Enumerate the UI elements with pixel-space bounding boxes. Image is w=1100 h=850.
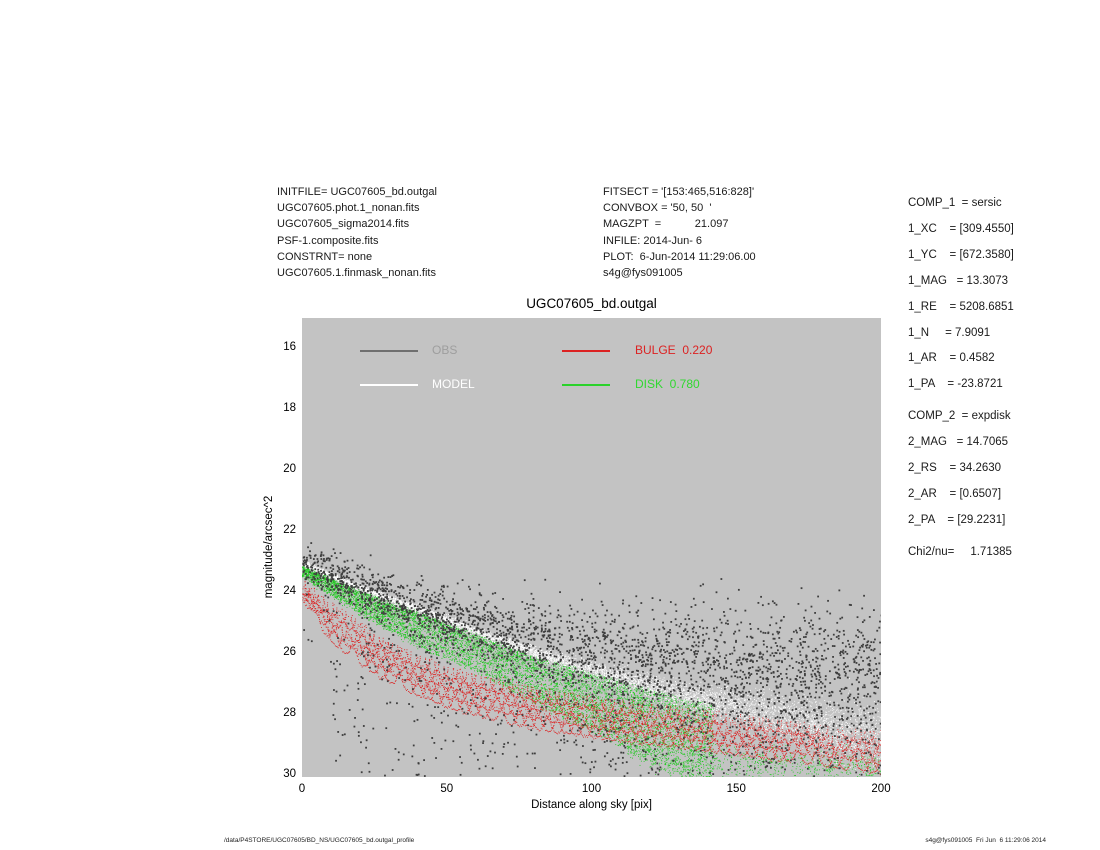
- x-tick-label: 50: [440, 783, 454, 795]
- text-line: FITSECT = '[153:465,516:828]': [603, 186, 755, 198]
- legend-label-obs: OBS: [432, 343, 458, 357]
- parameter-group: COMP_1 = sersic 1_XC = [309.4550] 1_YC = […: [908, 191, 1014, 398]
- parameter-line: COMP_1 = sersic: [908, 197, 1002, 209]
- parameter-line: 2_PA = [29.2231]: [908, 513, 1006, 526]
- y-axis-label: magnitude/arcsec^2: [263, 495, 275, 599]
- text-line: CONSTRNT= none: [277, 250, 373, 263]
- parameter-line: 2_RS = 34.2630: [908, 462, 1002, 475]
- parameter-line: COMP_2 = expdisk: [908, 410, 1011, 423]
- text-line: MAGZPT = 21.097: [603, 218, 729, 231]
- legend-line-disk: [562, 384, 610, 386]
- legend-label-model: MODEL: [432, 377, 475, 391]
- header-input-files: INITFILE= UGC07605_bd.outgal UGC07605.pho…: [277, 184, 437, 281]
- y-tick-label: 30: [283, 768, 296, 781]
- x-tick-label: 0: [298, 783, 306, 795]
- scatter-canvas: [302, 318, 881, 777]
- x-axis-label: Distance along sky [pix]: [531, 799, 652, 811]
- parameter-line: 2_MAG = 14.7065: [908, 436, 1009, 449]
- x-tick-label: 100: [581, 783, 602, 795]
- footer-file-path: /data/P4STORE/UGC07605/BD_NS/UGC07605_bd…: [224, 837, 415, 844]
- y-tick-label: 24: [283, 585, 296, 598]
- text-line: UGC07605_sigma2014.fits: [277, 218, 410, 231]
- parameter-line: 2_AR = [0.6507]: [908, 487, 1002, 500]
- text-line: PLOT: 6-Jun-2014 11:29:06.00: [603, 250, 756, 263]
- parameter-line: Chi2/nu= 1.71385: [908, 545, 1012, 558]
- legend-label-disk: DISK 0.780: [635, 377, 700, 391]
- x-tick-label: 150: [726, 783, 746, 795]
- parameter-line: 1_MAG = 13.3073: [908, 274, 1009, 287]
- parameter-line: 1_AR = 0.4582: [908, 352, 995, 365]
- y-tick-label: 16: [283, 341, 296, 354]
- chart-title: UGC07605_bd.outgal: [526, 296, 657, 311]
- text-line: INFILE: 2014-Jun- 6: [603, 234, 703, 247]
- legend-line-model: [360, 384, 418, 386]
- text-line: CONVBOX = '50, 50 ': [603, 202, 712, 215]
- legend-line-obs: [360, 350, 418, 352]
- y-tick-label: 18: [283, 402, 296, 415]
- parameter-group: Chi2/nu= 1.71385: [908, 540, 1014, 566]
- y-tick-label: 28: [283, 707, 296, 720]
- text-line: PSF-1.composite.fits: [277, 234, 379, 247]
- y-tick-label: 26: [283, 646, 296, 659]
- legend-line-bulge: [562, 350, 610, 352]
- parameter-group: COMP_2 = expdisk 2_MAG = 14.7065 2_RS = 34…: [908, 404, 1014, 534]
- legend-label-bulge: BULGE 0.220: [635, 343, 713, 357]
- y-tick-label: 22: [283, 524, 296, 537]
- y-tick-label: 20: [283, 463, 296, 476]
- text-line: UGC07605.1.finmask_nonan.fits: [277, 267, 436, 280]
- parameter-line: 1_PA = -23.8721: [908, 378, 1003, 391]
- footer-user-timestamp: s4g@fys091005 Fri Jun 6 11:29:06 2014: [925, 837, 1046, 844]
- parameter-line: 1_XC = [309.4550]: [908, 222, 1014, 235]
- profile-plot-area: OBS MODEL BULGE 0.220 DISK 0.780: [302, 318, 881, 777]
- text-line: INITFILE= UGC07605_bd.outgal: [277, 186, 437, 198]
- parameter-line: 1_N = 7.9091: [908, 326, 991, 339]
- x-tick-label: 200: [871, 783, 891, 795]
- text-line: UGC07605.phot.1_nonan.fits: [277, 202, 420, 215]
- parameter-line: 1_RE = 5208.6851: [908, 300, 1014, 313]
- header-fit-info: FITSECT = '[153:465,516:828]' CONVBOX = '…: [603, 184, 756, 281]
- parameter-line: 1_YC = [672.3580]: [908, 248, 1014, 261]
- fit-parameters-panel: COMP_1 = sersic 1_XC = [309.4550] 1_YC = […: [908, 191, 1014, 566]
- text-line: s4g@fys091005: [603, 267, 683, 280]
